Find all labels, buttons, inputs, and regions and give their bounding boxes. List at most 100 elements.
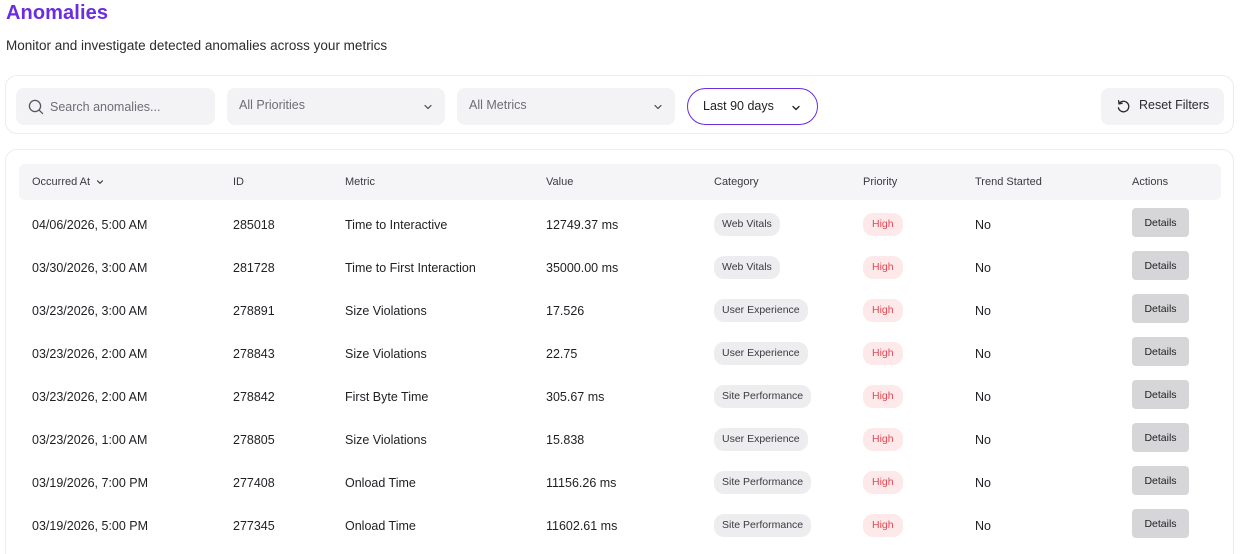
cell-metric: Size Violations xyxy=(345,347,427,361)
cell-metric: Onload Time xyxy=(345,519,416,533)
table-row: 03/19/2026, 7:00 PM 277408 Onload Time 1115… xyxy=(19,463,1221,506)
metrics-select-value: All Metrics xyxy=(469,98,527,112)
metrics-select[interactable]: All Metrics xyxy=(457,88,675,125)
page-subtitle: Monitor and investigate detected anomali… xyxy=(6,38,388,53)
cell-value: 11602.61 ms xyxy=(546,519,618,533)
priority-badge: High xyxy=(863,385,903,408)
reset-filters-button[interactable]: Reset Filters xyxy=(1101,88,1224,125)
cell-metric: Time to Interactive xyxy=(345,218,448,232)
cell-trend-started: No xyxy=(975,433,991,447)
date-range-value: Last 90 days xyxy=(703,99,774,113)
search-box[interactable] xyxy=(16,88,215,125)
cell-id: 278842 xyxy=(233,390,275,404)
details-button[interactable]: Details xyxy=(1132,294,1189,323)
column-header-category: Category xyxy=(714,176,759,188)
column-header-trend-started: Trend Started xyxy=(975,176,1042,188)
category-badge: Site Performance xyxy=(714,514,812,537)
category-badge: Web Vitals xyxy=(714,256,780,279)
cell-metric: First Byte Time xyxy=(345,390,429,404)
chevron-down-icon xyxy=(97,180,104,184)
cell-value: 12749.37 ms xyxy=(546,218,619,232)
chevron-down-icon xyxy=(424,104,432,110)
column-header-label: Occurred At xyxy=(32,176,91,188)
cell-occurred-at: 03/23/2026, 2:00 AM xyxy=(32,347,148,361)
details-button[interactable]: Details xyxy=(1132,466,1189,495)
details-button[interactable]: Details xyxy=(1132,337,1189,366)
column-header-metric: Metric xyxy=(345,176,375,188)
details-button[interactable]: Details xyxy=(1132,208,1189,237)
reset-filters-label: Reset Filters xyxy=(1139,98,1210,112)
priority-select[interactable]: All Priorities xyxy=(227,88,445,125)
cell-id: 277345 xyxy=(233,519,275,533)
cell-metric: Size Violations xyxy=(345,304,427,318)
table-row: 04/06/2026, 5:00 AM 285018 Time to Interac… xyxy=(19,205,1221,248)
cell-trend-started: No xyxy=(975,519,991,533)
column-header-actions: Actions xyxy=(1132,176,1169,188)
category-badge: User Experience xyxy=(714,299,808,322)
column-header-priority: Priority xyxy=(863,176,898,188)
table-row: 03/19/2026, 5:00 PM 277345 Onload Time 1160… xyxy=(19,506,1221,549)
details-button[interactable]: Details xyxy=(1132,380,1189,409)
cell-id: 281728 xyxy=(233,261,275,275)
cell-id: 285018 xyxy=(233,218,275,232)
priority-badge: High xyxy=(863,299,903,322)
cell-occurred-at: 03/23/2026, 2:00 AM xyxy=(32,390,148,404)
date-range-select[interactable]: Last 90 days xyxy=(687,88,818,125)
cell-metric: Size Violations xyxy=(345,433,427,447)
cell-metric: Onload Time xyxy=(345,476,416,490)
cell-occurred-at: 03/30/2026, 3:00 AM xyxy=(32,261,148,275)
cell-occurred-at: 03/23/2026, 3:00 AM xyxy=(32,304,148,318)
cell-value: 11156.26 ms xyxy=(546,476,617,490)
cell-value: 305.67 ms xyxy=(546,390,605,404)
priority-badge: High xyxy=(863,471,903,494)
column-header-value: Value xyxy=(546,176,574,188)
cell-id: 278891 xyxy=(233,304,275,318)
details-button[interactable]: Details xyxy=(1132,423,1189,452)
category-badge: Site Performance xyxy=(714,471,812,494)
table-row: 03/23/2026, 1:00 AM 278805 Size Violations… xyxy=(19,420,1221,463)
priority-badge: High xyxy=(863,213,903,236)
cell-value: 35000.00 ms xyxy=(546,261,619,275)
table-row: 03/30/2026, 3:00 AM 281728 Time to First I… xyxy=(19,248,1221,291)
cell-id: 278805 xyxy=(233,433,275,447)
page-title: Anomalies xyxy=(6,2,109,24)
priority-badge: High xyxy=(863,514,903,537)
category-badge: Web Vitals xyxy=(714,213,780,236)
cell-trend-started: No xyxy=(975,476,991,490)
cell-trend-started: No xyxy=(975,347,991,361)
cell-value: 17.526 xyxy=(546,304,585,318)
priority-badge: High xyxy=(863,342,903,365)
anomalies-table: Occurred At ID Metric Value Category Pri… xyxy=(5,149,1234,554)
column-header-id: ID xyxy=(233,176,244,188)
cell-value: 15.838 xyxy=(546,433,585,447)
cell-occurred-at: 03/23/2026, 1:00 AM xyxy=(32,433,148,447)
filter-bar: All Priorities All Metrics Last 90 days … xyxy=(5,75,1234,134)
category-badge: Site Performance xyxy=(714,385,812,408)
cell-value: 22.75 xyxy=(546,347,578,361)
category-badge: User Experience xyxy=(714,342,808,365)
table-row: 03/23/2026, 3:00 AM 278891 Size Violations… xyxy=(19,291,1221,334)
chevron-down-icon xyxy=(654,104,662,110)
cell-id: 277408 xyxy=(233,476,275,490)
cell-metric: Time to First Interaction xyxy=(345,261,476,275)
cell-trend-started: No xyxy=(975,390,991,404)
table-row: 03/23/2026, 2:00 AM 278843 Size Violations… xyxy=(19,334,1221,377)
cell-id: 278843 xyxy=(233,347,275,361)
category-badge: User Experience xyxy=(714,428,808,451)
chevron-down-icon xyxy=(792,105,800,111)
cell-trend-started: No xyxy=(975,218,991,232)
details-button[interactable]: Details xyxy=(1132,509,1189,538)
column-header-occurred-at[interactable]: Occurred At xyxy=(32,176,104,188)
rotate-ccw-icon xyxy=(1117,100,1130,113)
table-header: Occurred At ID Metric Value Category Pri… xyxy=(19,164,1221,200)
cell-trend-started: No xyxy=(975,304,991,318)
cell-occurred-at: 03/19/2026, 7:00 PM xyxy=(32,476,149,490)
cell-occurred-at: 03/19/2026, 5:00 PM xyxy=(32,519,149,533)
search-icon xyxy=(28,99,44,115)
details-button[interactable]: Details xyxy=(1132,251,1189,280)
cell-occurred-at: 04/06/2026, 5:00 AM xyxy=(32,218,148,232)
search-input[interactable] xyxy=(50,96,210,117)
table-row: 03/23/2026, 2:00 AM 278842 First Byte Time… xyxy=(19,377,1221,420)
cell-trend-started: No xyxy=(975,261,991,275)
priority-select-value: All Priorities xyxy=(239,98,305,112)
